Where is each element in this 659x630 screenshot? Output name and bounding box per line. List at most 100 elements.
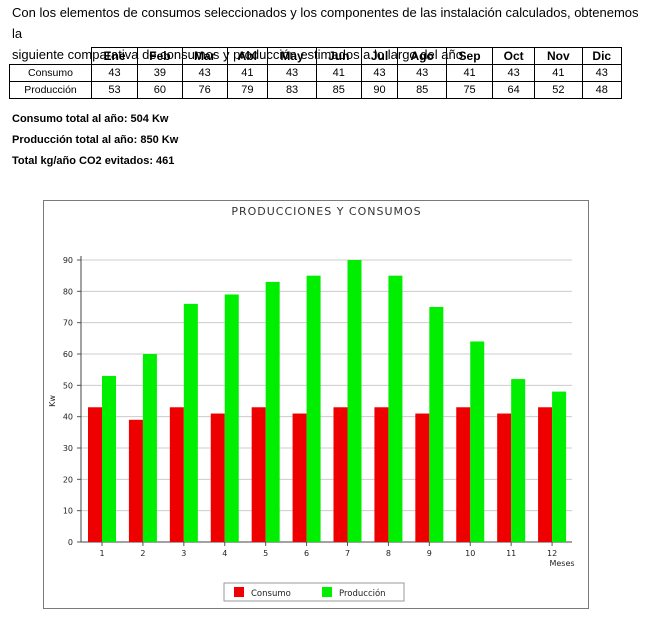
bar-consumo <box>333 407 348 542</box>
table-cell: 52 <box>534 81 583 99</box>
y-tick-label: 70 <box>63 319 73 328</box>
bar-consumo <box>538 407 553 542</box>
x-tick-label: 1 <box>99 549 104 558</box>
x-tick-label: 10 <box>465 549 475 558</box>
bar-consumo <box>88 407 102 542</box>
month-header: Abl <box>226 47 269 65</box>
month-header: Jul <box>360 47 399 65</box>
table-cell: 39 <box>137 64 183 82</box>
month-header: Ene <box>90 47 139 65</box>
x-tick-label: 8 <box>386 549 391 558</box>
table-cell: 43 <box>581 64 623 82</box>
table-row: Producción 53 60 76 79 83 85 90 85 75 64 52 48 <box>9 81 623 99</box>
table-cell: 41 <box>226 64 269 82</box>
bar-produccion <box>347 260 362 542</box>
table-cell: 85 <box>397 81 448 99</box>
x-tick-label: 3 <box>181 549 186 558</box>
month-header: Oct <box>492 47 536 65</box>
total-produccion: Producción total al año: 850 Kw <box>12 134 179 146</box>
bar-produccion <box>552 391 567 542</box>
y-axis-label: Kw <box>48 395 57 407</box>
table-cell: 41 <box>446 64 494 82</box>
month-header: Sep <box>446 47 494 65</box>
bar-consumo <box>169 407 184 542</box>
x-tick-label: 9 <box>427 549 432 558</box>
chart-title: PRODUCCIONES Y CONSUMOS <box>231 205 421 218</box>
y-tick-label: 20 <box>63 475 73 484</box>
bar-consumo <box>292 413 307 542</box>
bar-consumo <box>251 407 266 542</box>
table-cell: 79 <box>226 81 269 99</box>
bar-consumo <box>210 413 225 542</box>
bar-consumo <box>415 413 430 542</box>
intro-line-1: Con los elementos de consumos selecciona… <box>12 5 639 41</box>
y-tick-label: 0 <box>68 538 73 547</box>
month-header: Jun <box>315 47 362 65</box>
bar-produccion <box>388 275 403 542</box>
bar-produccion <box>429 307 444 542</box>
month-header: Mar <box>181 47 228 65</box>
x-tick-label: 12 <box>547 549 557 558</box>
total-consumo: Consumo total al año: 504 Kw <box>12 113 169 125</box>
month-header: Nov <box>534 47 583 65</box>
legend-label: Producción <box>339 588 386 599</box>
table-cell: 41 <box>315 64 362 82</box>
month-header: May <box>267 47 317 65</box>
y-tick-label: 80 <box>63 287 73 296</box>
table-cell: 85 <box>315 81 362 99</box>
table-cell: 43 <box>397 64 448 82</box>
bar-produccion <box>265 281 280 542</box>
legend-box <box>223 582 405 602</box>
table-row: Consumo 43 39 43 41 43 41 43 43 41 43 41 43 <box>9 64 623 82</box>
bar-consumo <box>456 407 471 542</box>
x-tick-label: 11 <box>506 549 516 558</box>
table-cell: 75 <box>446 81 494 99</box>
legend-swatch <box>322 587 332 597</box>
bar-consumo <box>497 413 512 542</box>
row-label: Producción <box>9 81 92 99</box>
bar-produccion <box>183 303 198 542</box>
bar-produccion <box>511 379 526 542</box>
y-tick-label: 50 <box>63 381 73 390</box>
legend-swatch <box>234 587 244 597</box>
table-cell: 48 <box>581 81 623 99</box>
totals-block: Consumo total al año: 504 Kw Producción … <box>12 112 178 175</box>
x-tick-label: 4 <box>222 549 227 558</box>
comparison-table: Ene Feb Mar Abl May Jun Jul Ago Sep Oct Nov Dic Con… <box>9 47 623 99</box>
bar-produccion <box>142 354 157 542</box>
x-tick-label: 7 <box>345 549 350 558</box>
table-header-row: Ene Feb Mar Abl May Jun Jul Ago Sep Oct Nov Dic <box>9 47 623 65</box>
y-tick-label: 40 <box>63 413 73 422</box>
table-cell: 90 <box>360 81 399 99</box>
table-cell: 43 <box>360 64 399 82</box>
table-cell: 43 <box>90 64 139 82</box>
month-header: Feb <box>137 47 183 65</box>
chart-frame: PRODUCCIONES Y CONSUMOS 0 10 20 30 40 50 60 70 80… <box>43 200 589 609</box>
bar-produccion <box>470 341 485 542</box>
x-axis-label: Meses <box>549 559 574 568</box>
y-tick-label: 10 <box>63 507 73 516</box>
bar-consumo <box>374 407 389 542</box>
month-header: Ago <box>397 47 448 65</box>
table-cell: 43 <box>181 64 228 82</box>
table-cell: 64 <box>492 81 536 99</box>
table-cell: 76 <box>181 81 228 99</box>
table-cell: 83 <box>267 81 317 99</box>
bar-produccion <box>224 294 239 542</box>
table-cell: 60 <box>137 81 183 99</box>
y-tick-label: 90 <box>63 256 73 265</box>
bar-produccion <box>102 375 116 542</box>
bar-chart: PRODUCCIONES Y CONSUMOS 0 10 20 30 40 50 60 70 80… <box>48 205 575 602</box>
y-tick-label: 60 <box>63 350 73 359</box>
table-cell: 43 <box>267 64 317 82</box>
bar-produccion <box>306 275 321 542</box>
row-label: Consumo <box>9 64 92 82</box>
bar-consumo <box>128 419 143 542</box>
table-cell: 43 <box>492 64 536 82</box>
x-tick-label: 2 <box>140 549 145 558</box>
table-cell: 41 <box>534 64 583 82</box>
x-tick-label: 6 <box>304 549 309 558</box>
month-header: Dic <box>581 47 623 65</box>
total-co2: Total kg/año CO2 evitados: 461 <box>12 155 175 167</box>
y-tick-label: 30 <box>63 444 73 453</box>
